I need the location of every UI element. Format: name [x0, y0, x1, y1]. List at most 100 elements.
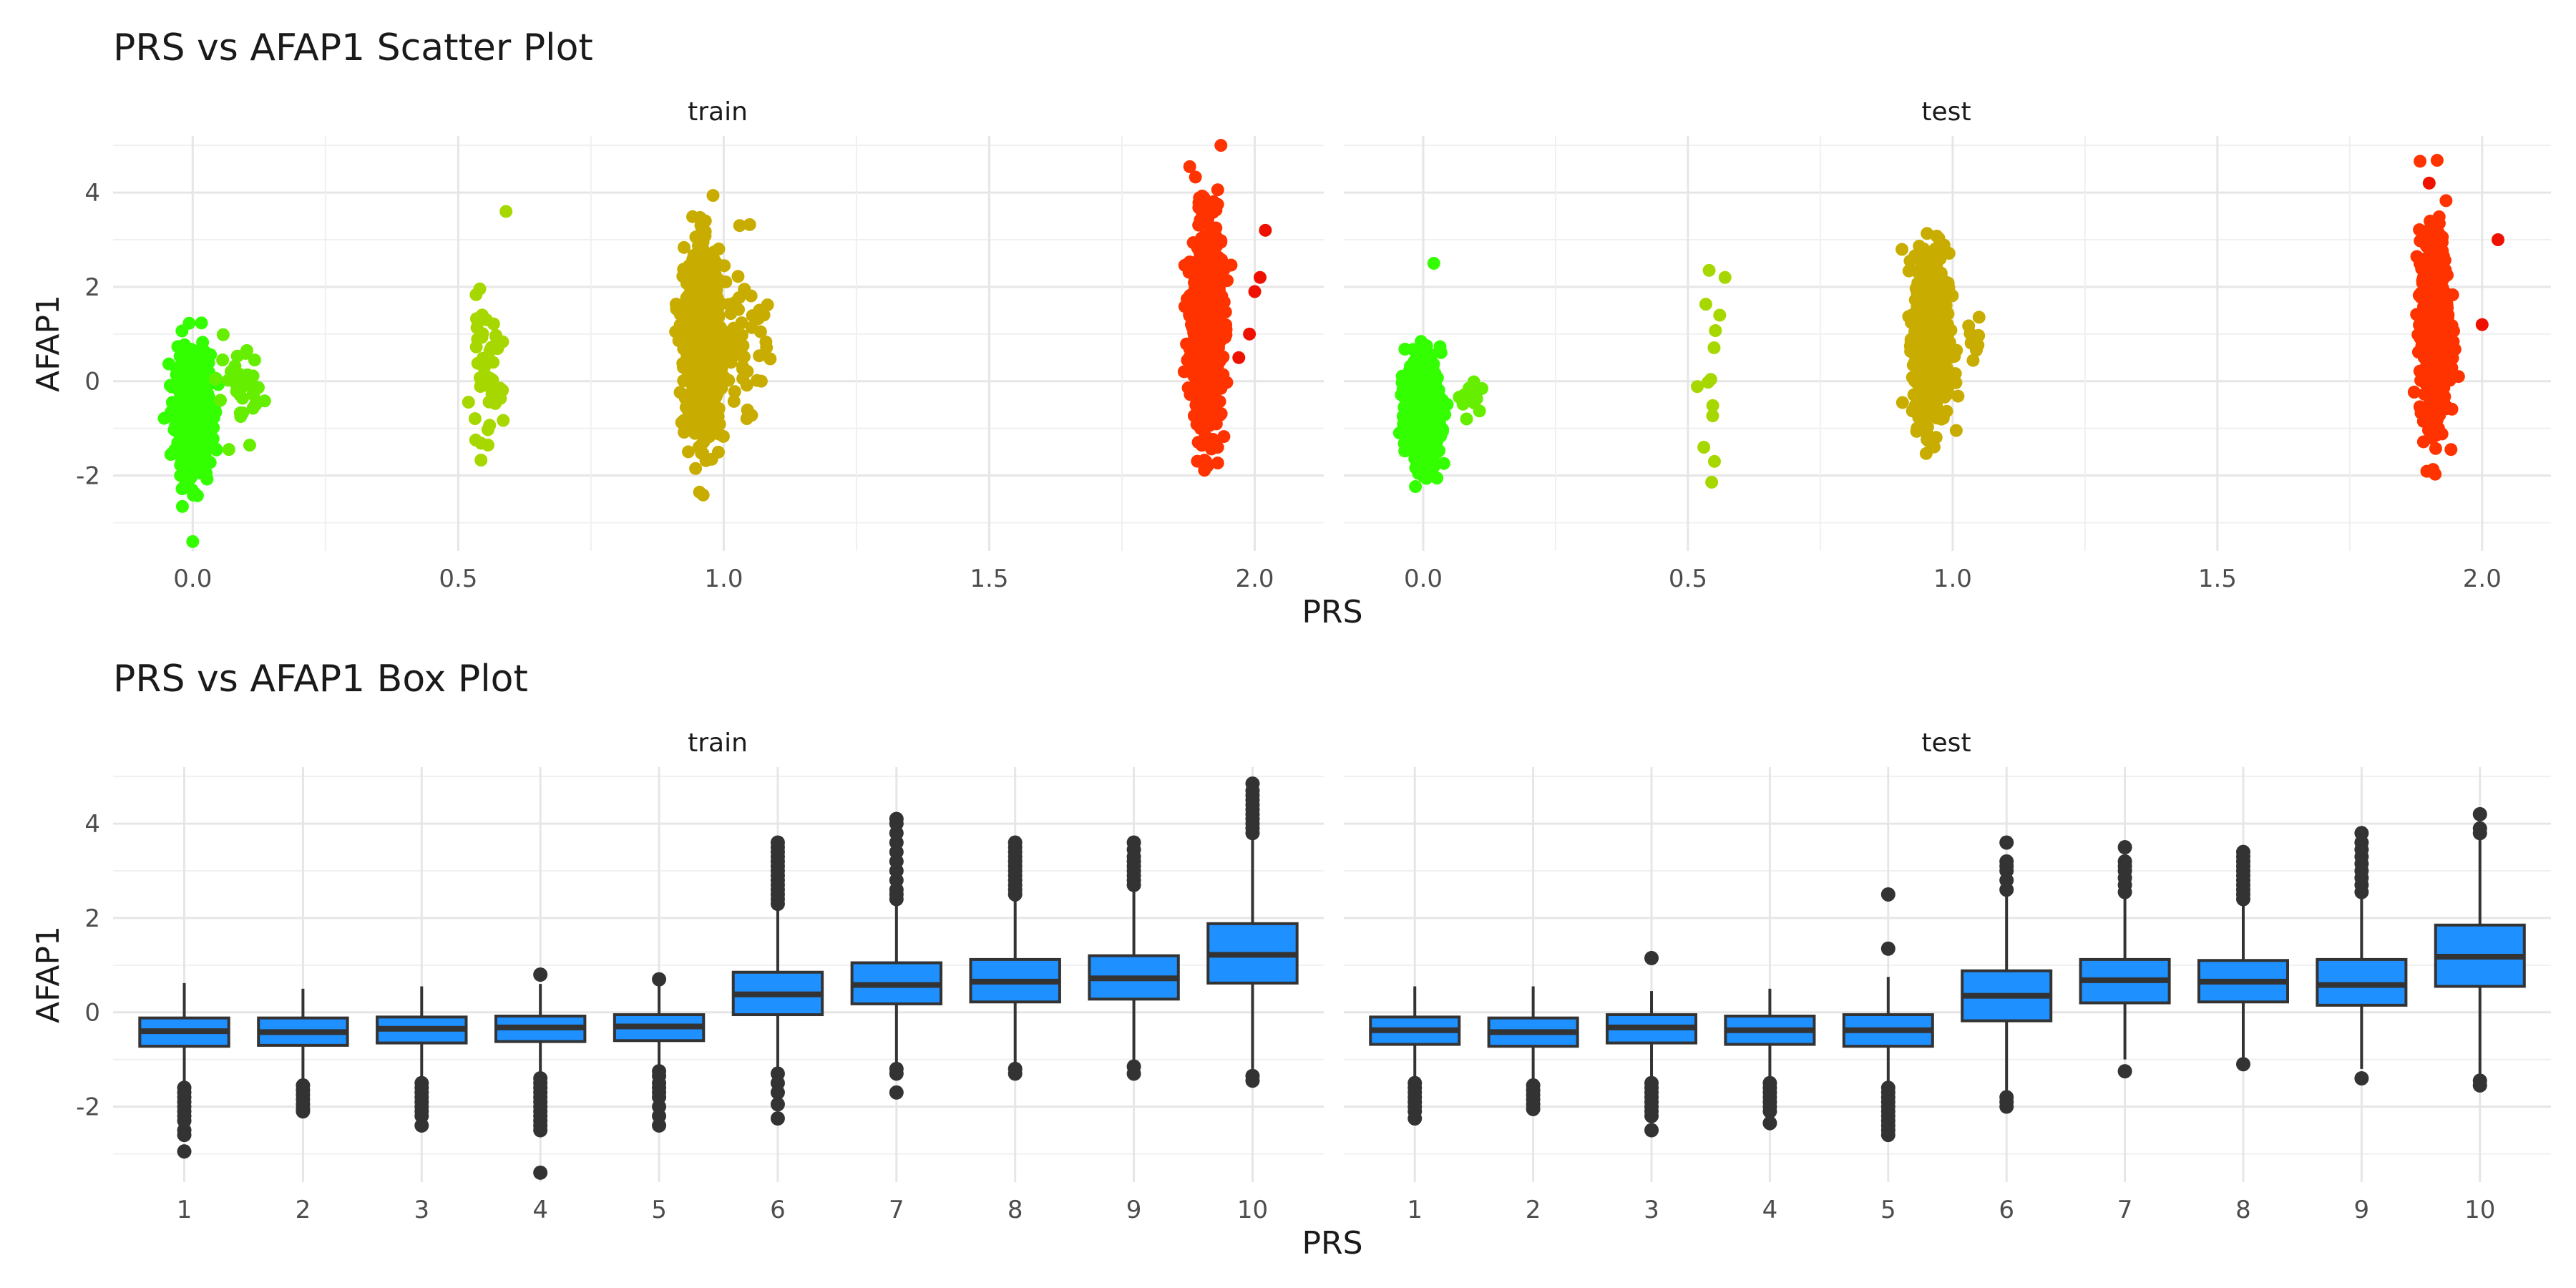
box-outlier — [1999, 835, 2014, 850]
scatter-point — [1933, 325, 1946, 338]
box-outlier — [2354, 1071, 2369, 1085]
scatter-point — [706, 189, 720, 203]
scatter-point — [199, 369, 213, 382]
box-outlier — [2472, 806, 2487, 821]
scatter-point — [1219, 328, 1233, 341]
scatter-point — [474, 453, 488, 467]
scatter-point — [483, 419, 497, 432]
scatter-point — [1205, 253, 1219, 266]
box-x-tick-label: 4 — [1762, 1196, 1778, 1224]
scatter-point — [1194, 249, 1208, 263]
scatter-point — [1896, 243, 1909, 256]
scatter-point — [2420, 400, 2434, 414]
scatter-point — [162, 357, 175, 371]
scatter-point — [165, 396, 179, 409]
scatter-point — [166, 446, 180, 459]
box-outlier — [770, 1111, 785, 1126]
box-x-tick-label: 7 — [2117, 1196, 2133, 1224]
scatter-point — [711, 445, 725, 459]
scatter-x-tick-label: 1.0 — [1933, 565, 1972, 593]
scatter-point — [2424, 348, 2438, 362]
box-outlier — [533, 967, 548, 982]
scatter-point — [1923, 333, 1936, 347]
box-x-tick-label: 2 — [1526, 1196, 1541, 1224]
scatter-point — [216, 328, 230, 341]
scatter-point — [172, 409, 186, 422]
scatter-point — [1697, 441, 1711, 454]
scatter-point — [486, 374, 499, 387]
scatter-point — [731, 270, 745, 283]
scatter-point — [1972, 311, 1986, 324]
scatter-point — [697, 435, 711, 449]
scatter-point — [2492, 233, 2505, 246]
scatter-point — [732, 347, 746, 361]
scatter-point — [187, 351, 200, 364]
scatter-point — [1211, 183, 1224, 197]
box-x-tick-label: 8 — [1008, 1196, 1023, 1224]
scatter-point — [1949, 424, 1963, 437]
box-x-tick-label: 3 — [1644, 1196, 1659, 1224]
scatter-point — [236, 406, 250, 419]
scatter-point — [2429, 361, 2442, 375]
scatter-point — [222, 443, 235, 457]
scatter-point — [735, 328, 748, 342]
scatter-point — [1919, 447, 1933, 460]
scatter-point — [181, 419, 195, 432]
scatter-point — [175, 499, 189, 513]
scatter-point — [1937, 311, 1951, 325]
scatter-point — [487, 356, 500, 369]
scatter-point — [2439, 194, 2453, 208]
box-outlier — [1644, 1123, 1659, 1138]
box-outlier — [1999, 854, 2014, 869]
box-outlier — [2472, 1078, 2487, 1093]
scatter-point — [176, 447, 190, 460]
scatter-point — [1705, 475, 1719, 489]
box-x-tick-label: 4 — [532, 1196, 548, 1224]
scatter-point — [474, 436, 488, 450]
box-x-axis-label: PRS — [1302, 1225, 1362, 1262]
scatter-point — [711, 304, 724, 318]
box-y-tick-label: 4 — [84, 810, 100, 839]
scatter-point — [475, 308, 489, 322]
box-outlier — [177, 1128, 192, 1143]
box-outlier — [1126, 835, 1141, 850]
scatter-x-tick-label: 1.5 — [2198, 565, 2237, 593]
scatter-point — [1198, 391, 1211, 405]
scatter-point — [1189, 170, 1202, 184]
scatter-point — [1183, 160, 1196, 173]
scatter-point — [684, 321, 698, 335]
scatter-point — [1428, 413, 1442, 426]
scatter-point — [2434, 260, 2447, 274]
scatter-x-tick-label: 1.0 — [704, 565, 743, 593]
scatter-point — [182, 316, 196, 330]
scatter-point — [187, 404, 201, 417]
scatter-point — [1203, 293, 1216, 307]
box-x-tick-label: 1 — [177, 1196, 192, 1224]
box-x-tick-label: 2 — [296, 1196, 311, 1224]
scatter-point — [757, 308, 771, 322]
scatter-point — [724, 307, 738, 321]
scatter-point — [1916, 254, 1929, 268]
scatter-point — [473, 371, 487, 384]
scatter-point — [1409, 480, 1423, 494]
scatter-point — [229, 374, 243, 387]
scatter-point — [708, 268, 722, 281]
box-x-tick-label: 9 — [2354, 1196, 2370, 1224]
box-outlier — [1880, 941, 1896, 956]
box-outlier — [652, 972, 667, 987]
scatter-y-tick-label: 4 — [84, 179, 100, 208]
scatter-point — [2414, 155, 2427, 168]
box-outlier — [1644, 950, 1659, 965]
box-outlier — [1245, 776, 1260, 791]
box-outlier — [533, 1123, 548, 1138]
scatter-point — [743, 218, 756, 231]
scatter-point — [735, 316, 748, 330]
box-y-tick-label: 2 — [84, 904, 100, 933]
box-x-tick-label: 10 — [1237, 1196, 1268, 1224]
scatter-point — [1702, 263, 1716, 277]
scatter-point — [681, 445, 695, 459]
scatter-point — [708, 355, 722, 369]
scatter-point — [496, 384, 509, 397]
box-x-tick-label: 8 — [2235, 1196, 2251, 1224]
box-outlier — [770, 835, 785, 850]
